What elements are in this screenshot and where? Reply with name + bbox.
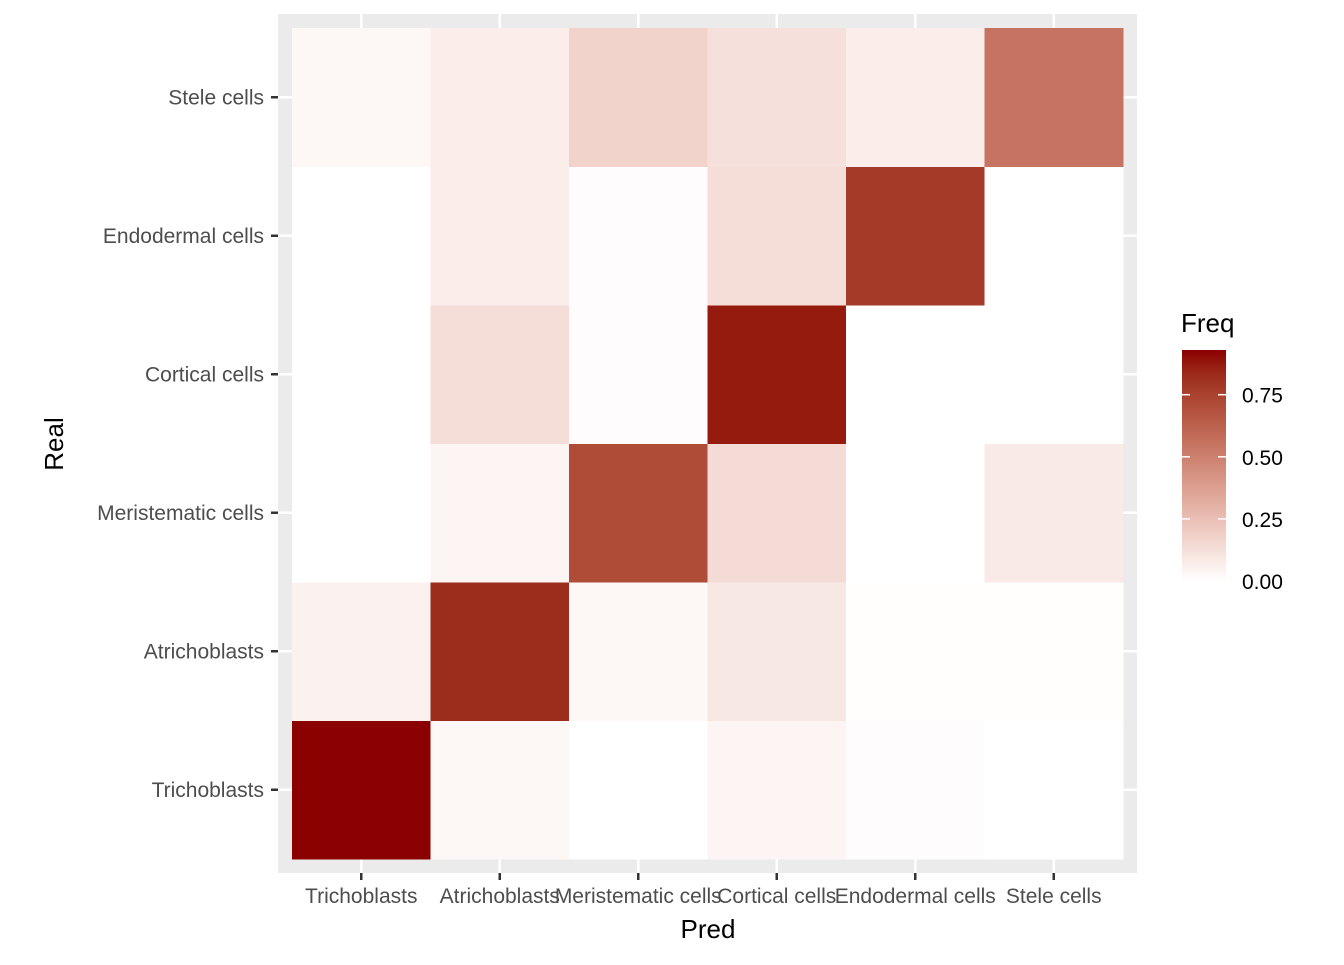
heatmap-tile — [292, 720, 431, 860]
heatmap-tile — [430, 305, 570, 444]
legend-tick-label: 0.75 — [1242, 385, 1283, 408]
y-tick-label: Stele cells — [168, 86, 264, 109]
heatmap-tile — [707, 166, 847, 306]
x-tick-label: Atrichoblasts — [440, 885, 560, 908]
heatmap-tile — [984, 582, 1124, 721]
x-tick-label: Meristematic cells — [555, 885, 722, 908]
heatmap-tile — [292, 443, 431, 583]
heatmap-tile — [292, 28, 431, 167]
heatmap-tile — [292, 582, 431, 721]
heatmap-tile — [707, 720, 847, 860]
x-tick-label: Cortical cells — [717, 885, 836, 908]
heatmap-tile — [707, 582, 847, 721]
heatmap-tile — [569, 443, 708, 583]
legend-tick-label: 0.00 — [1242, 571, 1283, 594]
heatmap-tile — [569, 720, 708, 860]
y-tick-label: Meristematic cells — [97, 502, 264, 525]
heatmap-tile — [292, 305, 431, 444]
y-tick-label: Cortical cells — [145, 363, 264, 386]
y-tick-label: Trichoblasts — [152, 779, 264, 802]
heatmap-tile — [569, 305, 708, 444]
heatmap-tile — [984, 443, 1124, 583]
heatmap-tile — [569, 28, 708, 167]
x-tick-label: Trichoblasts — [305, 885, 417, 908]
heatmap-tile — [430, 582, 570, 721]
heatmap-tile — [846, 166, 985, 306]
heatmap-tile — [707, 305, 847, 444]
x-tick-label: Stele cells — [1006, 885, 1102, 908]
heatmap-tile — [430, 166, 570, 306]
heatmap-tile — [430, 28, 570, 167]
heatmap-tile — [984, 305, 1124, 444]
heatmap-tile — [984, 28, 1124, 167]
y-tick-label: Endodermal cells — [103, 225, 264, 248]
x-axis-title: Pred — [681, 914, 736, 944]
heatmap-tile — [846, 28, 985, 167]
heatmap-tile — [707, 28, 847, 167]
heatmap-tile — [430, 443, 570, 583]
heatmap-tile — [707, 443, 847, 583]
legend-tick-label: 0.50 — [1242, 447, 1283, 470]
heatmap-tile — [569, 582, 708, 721]
legend-tick-label: 0.25 — [1242, 509, 1283, 532]
heatmap-tile — [569, 166, 708, 306]
x-tick-label: Endodermal cells — [835, 885, 996, 908]
heatmap-tile — [984, 720, 1124, 860]
y-axis-title: Real — [39, 417, 69, 470]
heatmap-tile — [846, 443, 985, 583]
legend-colorbar — [1182, 350, 1226, 581]
legend-title: Freq — [1181, 308, 1234, 338]
heatmap-tile — [846, 582, 985, 721]
heatmap-tile — [846, 305, 985, 444]
heatmap-tile — [846, 720, 985, 860]
heatmap-tile — [430, 720, 570, 860]
y-tick-label: Atrichoblasts — [144, 640, 264, 663]
heatmap-tile — [292, 166, 431, 306]
heatmap-tile — [984, 166, 1124, 306]
